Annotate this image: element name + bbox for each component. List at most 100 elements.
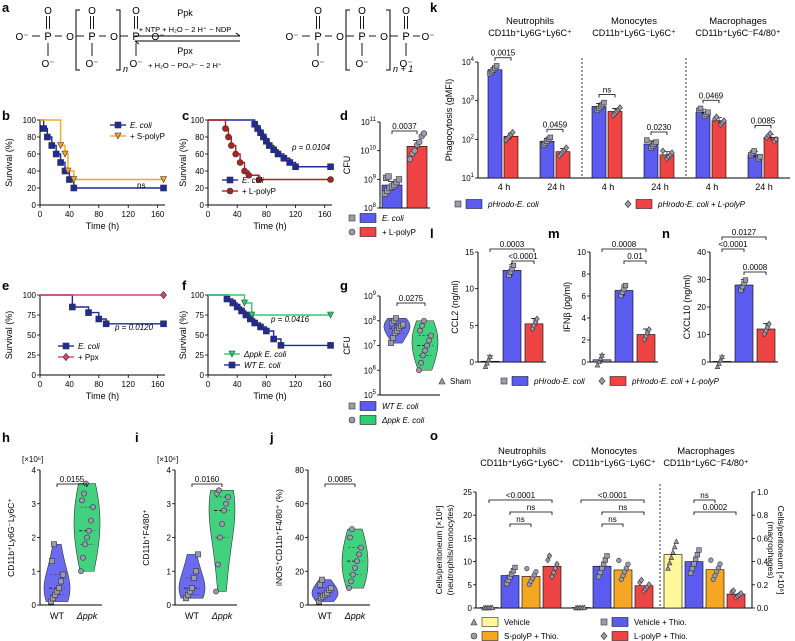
j-data-point <box>350 571 356 578</box>
f-series-line <box>208 294 331 316</box>
f-ytick-label: 25 <box>195 351 204 360</box>
e-series-point <box>95 315 103 323</box>
h-data-point <box>78 568 84 575</box>
j-data-point <box>317 581 323 588</box>
e-series-point <box>85 309 92 316</box>
lmn-legend-label: pHrodo-E. coli + L-polyP <box>631 377 720 386</box>
panel-label-e: e <box>2 278 9 293</box>
n-ylabel: CXCL10 (ng/ml) <box>682 275 692 340</box>
o-data-point <box>696 547 702 553</box>
o-data-point <box>625 561 631 567</box>
c-ytick-label: 0 <box>200 201 205 210</box>
o-data-point <box>668 554 675 560</box>
oxygen-anion: O⁻ <box>355 59 368 70</box>
panel-label-c: c <box>182 108 189 123</box>
k-xtick-label: 4 h <box>498 182 511 192</box>
o-y2tick-label: 0.6 <box>757 534 769 543</box>
g-pvalue-bracket <box>396 302 426 306</box>
e-xlabel: Time (h) <box>86 391 119 401</box>
b-xtick-label: 40 <box>65 210 74 219</box>
n-data-point <box>719 353 725 360</box>
o-ytick-label: 20 <box>463 511 472 520</box>
oxygen-anion: O⁻ <box>85 59 98 70</box>
b-ytick-label: 100 <box>23 116 37 125</box>
k-pvalue-bracket <box>546 128 564 133</box>
o-pvalue-bracket <box>693 499 716 503</box>
g-ytick-label: 108 <box>364 316 377 326</box>
i-ytick-label: 0 <box>167 601 172 610</box>
e-legend-label: E. coli <box>78 342 100 351</box>
reaction-reverse: + H₂O − PO₄³⁻ − 2 H⁺ <box>148 61 222 70</box>
n-pvalue-bracket <box>743 271 767 275</box>
o-section-title: Macrophages <box>677 446 735 457</box>
n-ytick-label: 40 <box>697 248 706 257</box>
d-legend-swatch <box>359 227 377 237</box>
o-y2label-sub: (macrophages) <box>766 521 776 578</box>
f-xtick-label: 160 <box>318 380 332 389</box>
m-ytick-label: 0 <box>582 358 587 367</box>
m-pvalue-label: 0.01 <box>627 252 643 261</box>
c-xtick-label: 40 <box>233 210 242 219</box>
i-ylabel: CD11b⁺F4/80⁺ <box>141 509 151 566</box>
o-section-markers: CD11b⁺Ly6G⁺Ly6C⁺ <box>480 458 564 468</box>
o-y2tick-label: 0.2 <box>757 581 769 590</box>
k-data-point <box>757 154 763 160</box>
d-legend-swatch <box>359 213 377 223</box>
m-ytick-label: 4 <box>582 314 587 323</box>
e-legend-label: + Ppx <box>78 353 99 362</box>
o-bar <box>634 585 654 609</box>
f-legend-marker <box>228 361 236 369</box>
o-pvalue-label: ns <box>516 515 524 524</box>
k-pvalue-bracket <box>702 99 720 104</box>
i-data-point <box>215 561 221 568</box>
f-xlabel: Time (h) <box>253 391 286 401</box>
f-series-line <box>208 294 331 347</box>
j-ytick-label: 80 <box>295 466 304 475</box>
o-ylabel: Cells/peritoneum [×10⁶] <box>434 506 444 595</box>
k-section-title: Neutrophils <box>506 16 554 27</box>
c-legend-marker <box>226 187 234 195</box>
l-data-point <box>484 359 490 366</box>
c-xtick-label: 80 <box>262 210 271 219</box>
h-data-point <box>82 541 88 548</box>
o-y2tick-label: 0.8 <box>757 511 769 520</box>
oxygen-atom: O <box>88 6 96 17</box>
k-section-title: Monocytes <box>611 16 657 27</box>
k-data-point <box>660 147 666 155</box>
oxygen-anion: O⁻ <box>129 59 142 70</box>
g-data-point <box>416 367 422 374</box>
c-series-point <box>270 146 277 154</box>
f-ytick-label: 50 <box>195 331 204 340</box>
c-series-point <box>222 125 229 132</box>
e-ytick-label: 0 <box>32 371 37 380</box>
g-ytick-label: 107 <box>364 341 377 351</box>
panel-label-g: g <box>340 278 348 293</box>
k-legend-label: pHrodo-E. coli + L-polyP <box>657 200 746 209</box>
c-series-point <box>265 142 273 149</box>
repeat-count: n <box>123 64 128 74</box>
o-data-point <box>730 587 737 594</box>
i-violin <box>208 489 236 592</box>
h-ytick-label: 1 <box>32 567 37 576</box>
o-y2label: Cells/peritoneum [×10⁶] <box>776 506 786 595</box>
g-data-point <box>393 315 399 322</box>
b-legend-label: + S-polyP <box>130 132 165 141</box>
o-data-point <box>708 557 714 563</box>
m-data-point <box>599 351 605 358</box>
k-ylabel: Phagocytosis (gMFI) <box>444 79 454 162</box>
m-data-point <box>594 361 601 368</box>
m-ytick-label: 2 <box>582 336 587 345</box>
b-legend-marker <box>114 132 122 140</box>
repeat-bracket-right <box>116 9 121 71</box>
h-xtick-label: WT <box>50 611 64 621</box>
k-xtick-label: 4 h <box>706 182 719 192</box>
b-series-point <box>44 133 51 141</box>
o-data-point <box>533 569 539 575</box>
i-pvalue-bracket <box>191 483 223 487</box>
oxygen-anion: O⁻ <box>15 32 28 43</box>
j-ytick-label: 0 <box>300 601 305 610</box>
l-pvalue-bracket <box>511 260 535 264</box>
k-xtick-label: 4 h <box>602 182 615 192</box>
b-xlabel: Time (h) <box>86 221 119 231</box>
k-pvalue-label: 0.0469 <box>699 91 724 100</box>
